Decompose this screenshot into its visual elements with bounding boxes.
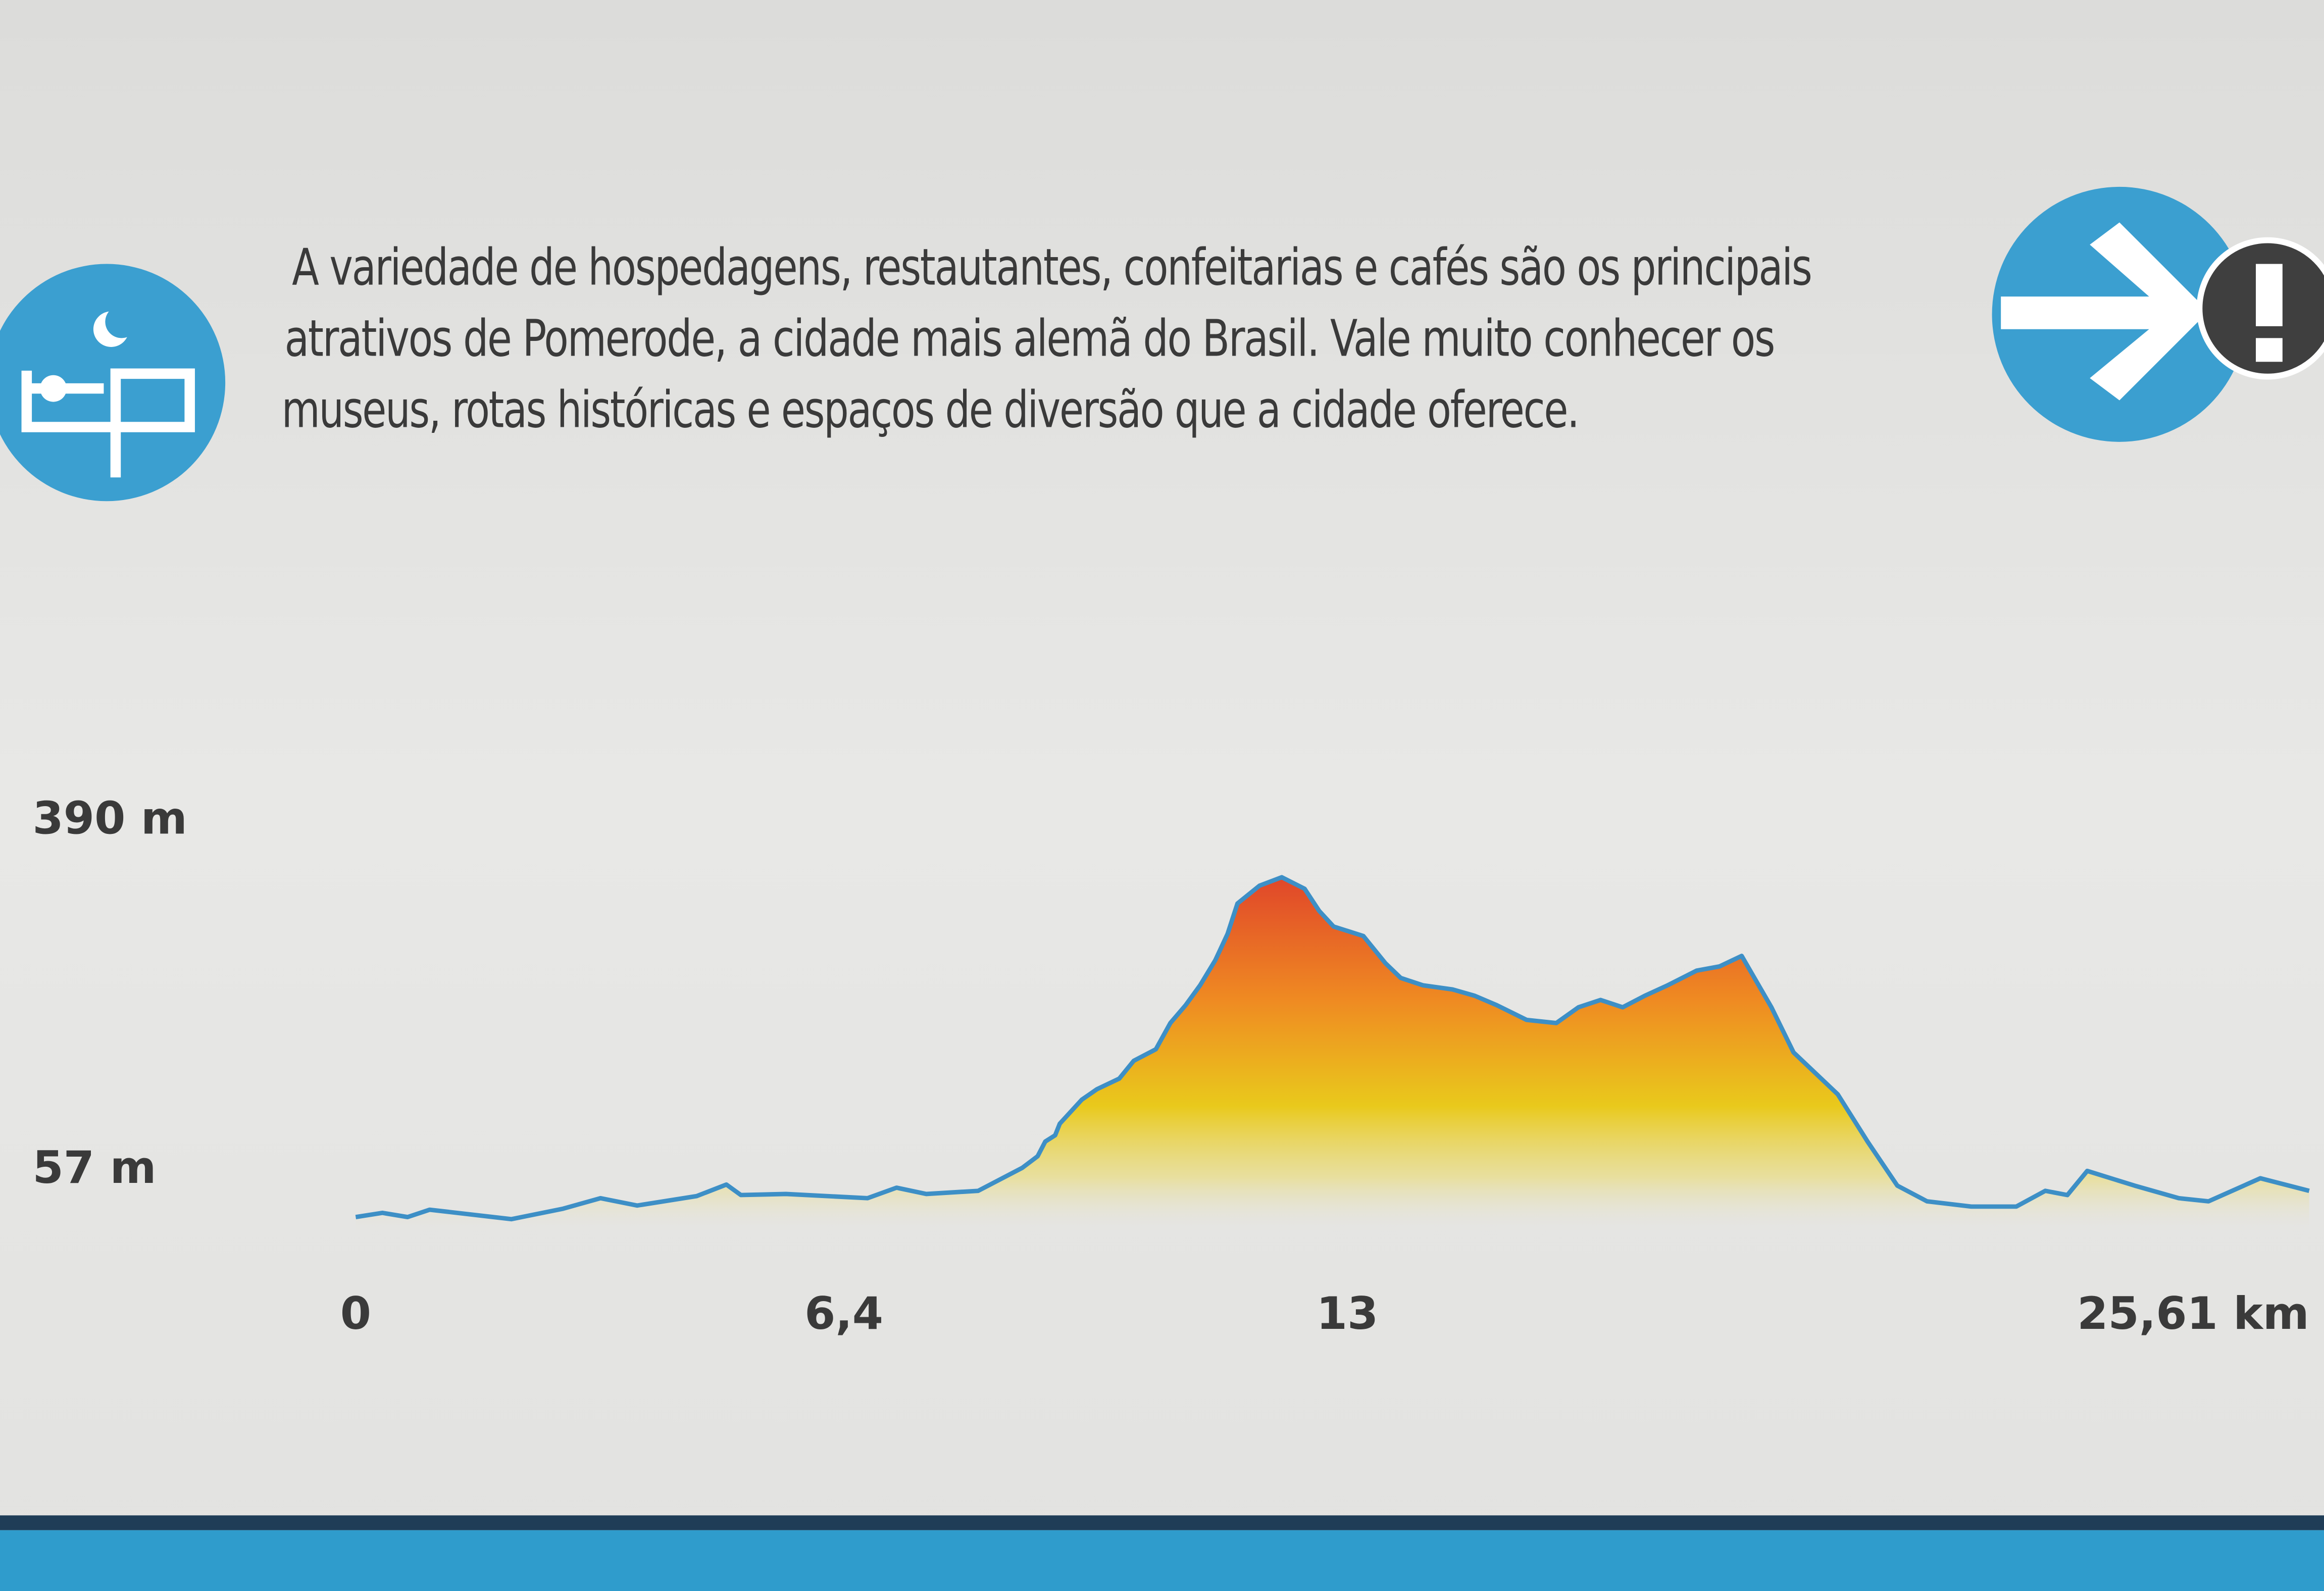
x-tick-label: 0: [340, 1287, 371, 1339]
description-line: atrativos de Pomerode, a cidade mais ale…: [285, 309, 1775, 368]
description-line: museus, rotas históricas e espaços de di…: [282, 380, 1579, 439]
route-icon: [1992, 186, 2324, 442]
x-tick-label: 25,61 km: [2077, 1287, 2309, 1339]
x-tick-label: 13: [1317, 1287, 1379, 1339]
elevation-line: [355, 875, 2310, 1222]
footer-band: [0, 1530, 2324, 1591]
x-tick-label: 6,4: [804, 1287, 883, 1339]
y-tick-label: 57 m: [33, 1141, 157, 1194]
bed-icon: [0, 264, 226, 502]
footer-rule: [0, 1515, 2324, 1530]
description-line: A variedade de hospedagens, restautantes…: [292, 238, 1811, 297]
elevation-area: [356, 877, 2309, 1231]
y-tick-label: 390 m: [33, 792, 187, 844]
